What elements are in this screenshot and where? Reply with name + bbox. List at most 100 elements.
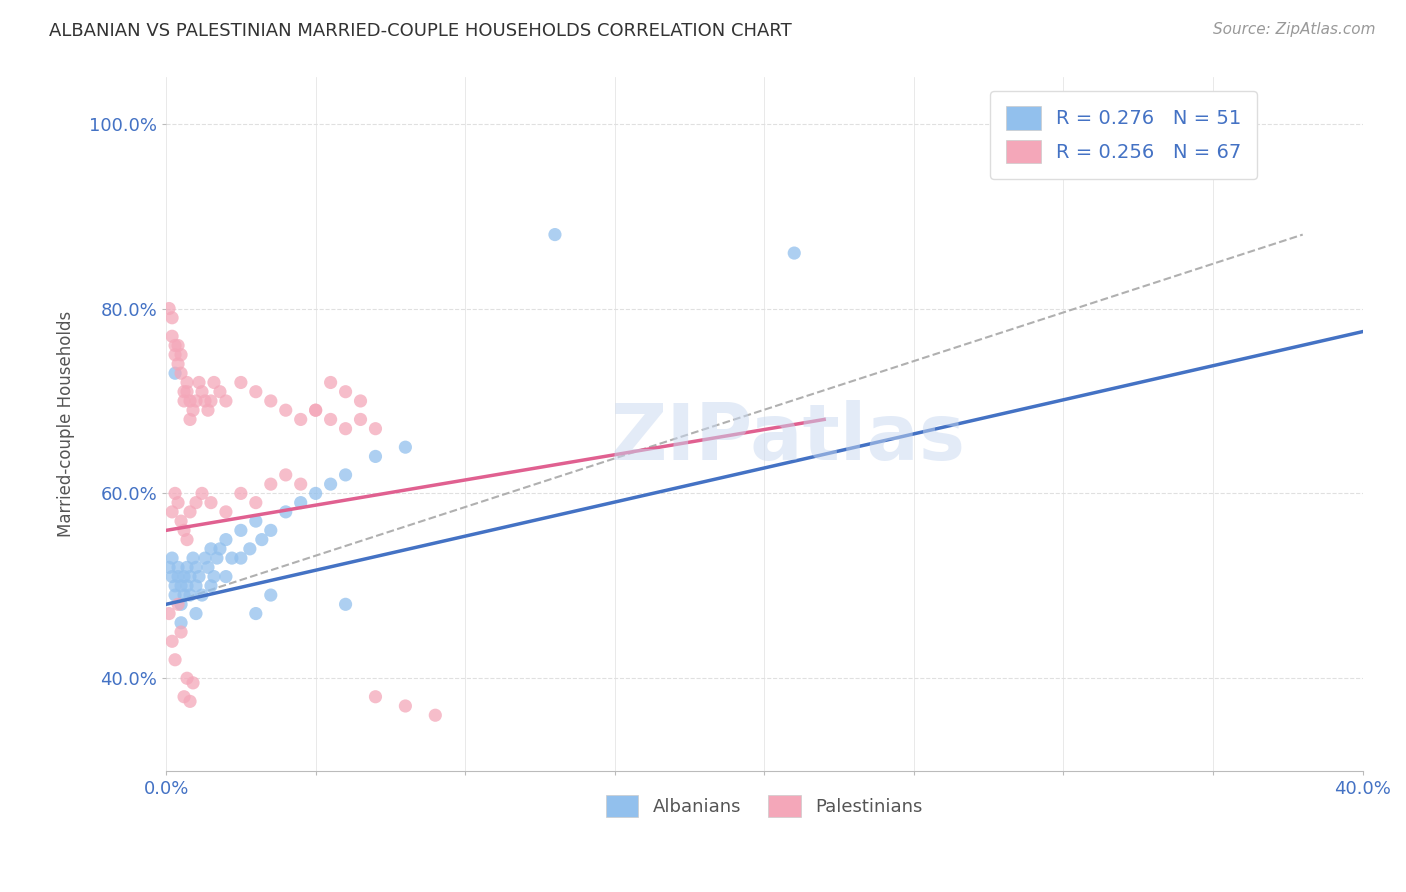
Text: ZIPatlas: ZIPatlas [610,400,966,476]
Point [191,486,214,500]
Text: Source: ZipAtlas.com: Source: ZipAtlas.com [1212,22,1375,37]
Point [179,412,201,426]
Point [181,403,204,417]
Point [176,560,198,574]
Point [250,533,273,547]
Point [194,551,217,566]
Point [176,533,198,547]
Point [544,227,567,242]
Point [170,579,193,593]
Point [181,551,204,566]
Point [179,505,201,519]
Point [335,384,357,399]
Point [197,403,219,417]
Point [335,467,357,482]
Point [394,440,416,454]
Point [215,569,238,583]
Point [176,671,198,685]
Point [184,560,207,574]
Point [993,791,1015,805]
Point [215,505,238,519]
Point [364,450,387,464]
Point [425,708,447,723]
Point [170,348,193,362]
Point [165,366,187,380]
Point [305,403,328,417]
Point [176,384,198,399]
Point [160,569,183,583]
Point [165,338,187,352]
Point [165,653,187,667]
Point [170,615,193,630]
Point [160,634,183,648]
Point [245,607,267,621]
Point [305,486,328,500]
Point [184,607,207,621]
Point [176,376,198,390]
Point [194,394,217,409]
Point [173,690,195,704]
Point [239,541,262,556]
Point [165,486,187,500]
Point [290,412,312,426]
Point [245,514,267,528]
Point [157,301,180,316]
Point [887,791,910,805]
Point [173,569,195,583]
Point [160,310,183,325]
Point [173,394,195,409]
Point [197,560,219,574]
Point [229,524,252,538]
Point [319,412,342,426]
Point [290,495,312,509]
Point [160,505,183,519]
Point [208,384,231,399]
Point [167,495,190,509]
Point [364,422,387,436]
Point [208,541,231,556]
Point [202,376,225,390]
Point [305,403,328,417]
Point [274,467,297,482]
Point [173,524,195,538]
Point [160,551,183,566]
Point [205,551,228,566]
Point [157,607,180,621]
Point [215,394,238,409]
Point [179,588,201,602]
Point [181,676,204,690]
Point [290,477,312,491]
Point [200,394,222,409]
Point [319,477,342,491]
Point [188,376,211,390]
Point [260,588,283,602]
Point [160,329,183,343]
Point [783,246,806,260]
Point [179,394,201,409]
Point [260,524,283,538]
Point [184,495,207,509]
Point [170,625,193,640]
Point [319,376,342,390]
Point [157,560,180,574]
Point [173,384,195,399]
Point [200,541,222,556]
Point [191,384,214,399]
Point [170,514,193,528]
Point [364,690,387,704]
Point [165,348,187,362]
Point [200,579,222,593]
Point [394,698,416,713]
Point [260,477,283,491]
Point [274,403,297,417]
Point [200,495,222,509]
Point [245,495,267,509]
Text: ALBANIAN VS PALESTINIAN MARRIED-COUPLE HOUSEHOLDS CORRELATION CHART: ALBANIAN VS PALESTINIAN MARRIED-COUPLE H… [49,22,792,40]
Point [229,376,252,390]
Point [170,366,193,380]
Point [167,597,190,611]
Point [188,569,211,583]
Point [215,533,238,547]
Point [1232,791,1254,805]
Point [349,412,371,426]
